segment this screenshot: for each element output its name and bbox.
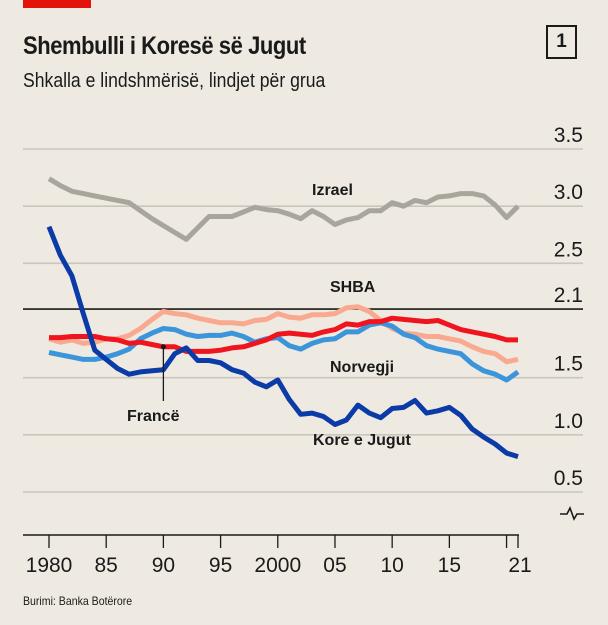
x-tick-label: 90 bbox=[152, 554, 175, 577]
x-tick-label: 05 bbox=[323, 554, 346, 577]
gridlines bbox=[23, 148, 583, 493]
x-tick-label: 85 bbox=[95, 554, 118, 577]
series-line-norway bbox=[48, 320, 520, 383]
france-leader-dot bbox=[160, 344, 166, 350]
x-tick-label: 10 bbox=[380, 554, 403, 577]
source-note: Burimi: Banka Botërore bbox=[23, 594, 133, 608]
series-label-korea: Kore e Jugut bbox=[313, 432, 411, 449]
x-tick-label: 1980 bbox=[26, 554, 73, 577]
series-labels: Izrael SHBA Norvegji Francë Kore e Jugut bbox=[127, 182, 411, 449]
y-tick-label: 2.5 bbox=[554, 238, 583, 261]
chart-subtitle: Shkalla e lindshmërisë, lindjet për grua bbox=[23, 70, 326, 92]
series-label-norway: Norvegji bbox=[330, 359, 394, 376]
series-line-israel bbox=[47, 176, 520, 242]
series-line-france bbox=[49, 315, 518, 354]
x-axis: 1980 85 90 95 2000 05 10 15 21 bbox=[23, 534, 532, 577]
y-tick-label: 3.5 bbox=[554, 124, 583, 147]
y-tick-label: 1.0 bbox=[554, 410, 583, 433]
x-tick-label: 95 bbox=[209, 554, 232, 577]
series-line-usa bbox=[48, 304, 519, 365]
y-tick-label: 0.5 bbox=[554, 467, 583, 490]
series-lines bbox=[46, 176, 520, 459]
x-tick-label: 2000 bbox=[254, 554, 301, 577]
series-label-france: Francë bbox=[127, 408, 180, 425]
series-line-korea bbox=[46, 225, 519, 459]
y-axis-labels: 3.5 3.0 2.5 2.1 1.5 1.0 0.5 bbox=[554, 124, 583, 490]
series-label-israel: Izrael bbox=[312, 182, 353, 199]
chart-title: Shembulli i Koresë së Jugut bbox=[23, 32, 306, 60]
y-tick-label: 3.0 bbox=[554, 181, 583, 204]
axis-break-icon bbox=[560, 505, 584, 521]
y-tick-label: 2.1 bbox=[554, 284, 583, 307]
x-tick-label: 15 bbox=[438, 554, 461, 577]
x-tick-label: 21 bbox=[508, 554, 531, 577]
y-tick-label: 1.5 bbox=[554, 353, 583, 376]
brand-bar bbox=[23, 0, 91, 8]
series-label-usa: SHBA bbox=[330, 279, 376, 296]
chart-number-badge: 1 bbox=[546, 25, 577, 59]
